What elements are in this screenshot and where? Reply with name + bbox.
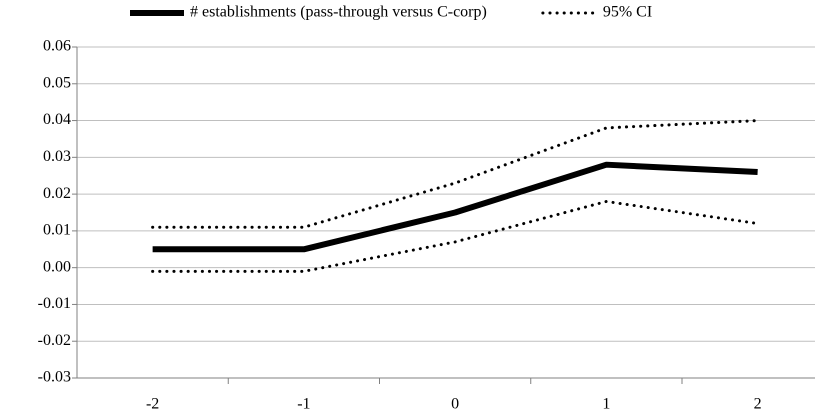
y-tick-label: 0.04: [43, 111, 71, 128]
y-tick-label: 0.06: [43, 38, 71, 55]
series-line: [151, 199, 760, 273]
y-tick-label: -0.03: [38, 369, 71, 386]
series-line: [152, 161, 758, 253]
x-tick-label: -2: [146, 396, 159, 413]
x-tick-label: 1: [602, 396, 610, 413]
y-tick-label: 0.00: [43, 258, 71, 275]
y-tick-label: -0.01: [38, 295, 71, 312]
y-tick-label: 0.01: [43, 222, 71, 239]
y-tick-label: 0.02: [43, 185, 71, 202]
legend-label: 95% CI: [603, 4, 652, 21]
x-tick-label: 2: [754, 396, 762, 413]
x-tick-label: -1: [297, 396, 310, 413]
y-tick-label: 0.05: [43, 74, 71, 91]
series-line: [151, 119, 760, 229]
legend-label: # establishments (pass-through versus C-…: [190, 4, 487, 21]
x-tick-label: 0: [451, 396, 459, 413]
y-tick-label: 0.03: [43, 148, 71, 165]
y-tick-label: -0.02: [38, 332, 71, 349]
